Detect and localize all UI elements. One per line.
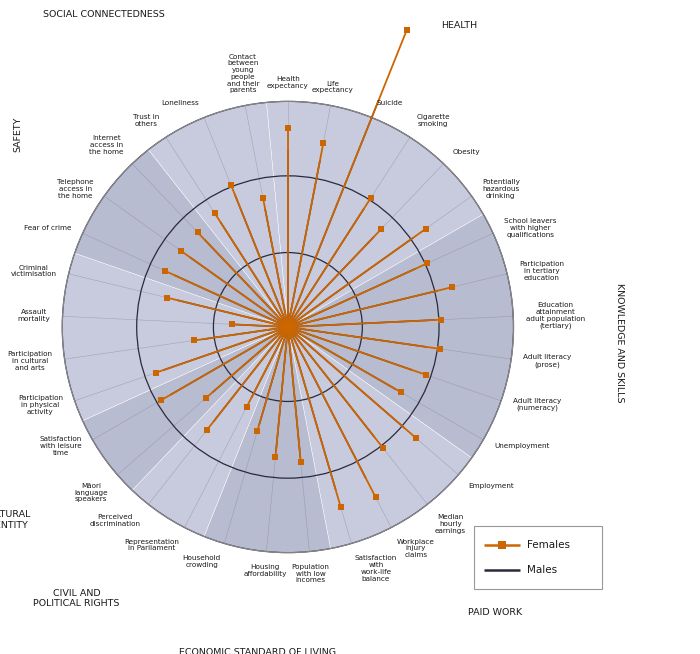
Text: Median
hourly
earnings: Median hourly earnings [435, 514, 466, 534]
Text: Adult literacy
(numeracy): Adult literacy (numeracy) [513, 398, 561, 411]
Text: Perceived
discrimination: Perceived discrimination [90, 514, 141, 527]
Text: School leavers
with higher
qualifications: School leavers with higher qualification… [505, 218, 557, 238]
Text: Contact
between
young
people
and their
parents: Contact between young people and their p… [227, 54, 259, 94]
Text: Internet
access in
the home: Internet access in the home [89, 135, 124, 155]
Text: Satisfaction
with
work-life
balance: Satisfaction with work-life balance [355, 555, 397, 581]
Wedge shape [204, 327, 330, 553]
Text: PAID WORK: PAID WORK [468, 608, 522, 617]
Text: Suicide: Suicide [377, 100, 402, 106]
Text: Workplace
injury
claims: Workplace injury claims [397, 539, 435, 558]
Text: Health
expectancy: Health expectancy [267, 77, 309, 89]
Wedge shape [75, 150, 288, 327]
Text: KNOWLEDGE AND SKILLS: KNOWLEDGE AND SKILLS [615, 283, 624, 402]
Text: Participation
in cultural
and arts: Participation in cultural and arts [7, 351, 52, 371]
Text: Education
attainment
adult population
(tertiary): Education attainment adult population (t… [526, 302, 584, 329]
Text: Fear of crime: Fear of crime [24, 225, 71, 231]
Text: Potentially
hazardous
drinking: Potentially hazardous drinking [482, 179, 519, 199]
Text: Criminal
victimisation: Criminal victimisation [10, 264, 57, 277]
Text: Loneliness: Loneliness [162, 100, 200, 106]
Text: Household
crowding: Household crowding [183, 555, 220, 568]
Text: Adult literacy
(prose): Adult literacy (prose) [524, 354, 572, 368]
Wedge shape [288, 327, 472, 549]
Wedge shape [83, 327, 288, 490]
Text: Cigarette
smoking: Cigarette smoking [416, 114, 450, 127]
Text: Assault
mortality: Assault mortality [18, 309, 50, 322]
Wedge shape [148, 103, 288, 327]
Text: Housing
affordability: Housing affordability [244, 564, 287, 577]
Text: Employment: Employment [468, 483, 514, 489]
Text: Life
expectancy: Life expectancy [312, 80, 354, 94]
Wedge shape [132, 327, 288, 536]
Text: Participation
in physical
activity: Participation in physical activity [18, 395, 63, 415]
Text: Females: Females [526, 540, 570, 550]
Text: CIVIL AND
POLITICAL RIGHTS: CIVIL AND POLITICAL RIGHTS [33, 589, 120, 608]
Text: Trust in
others: Trust in others [133, 114, 159, 127]
Wedge shape [267, 101, 483, 327]
Text: ECONOMIC STANDARD OF LIVING: ECONOMIC STANDARD OF LIVING [178, 648, 336, 654]
Text: Māori
language
speakers: Māori language speakers [74, 483, 108, 502]
Text: Males: Males [526, 565, 556, 575]
Text: Participation
in tertiary
education: Participation in tertiary education [519, 261, 564, 281]
Text: Population
with low
incomes: Population with low incomes [292, 564, 330, 583]
Wedge shape [62, 253, 288, 421]
Text: Representation
in Parliament: Representation in Parliament [124, 539, 178, 551]
Text: SAFETY: SAFETY [13, 117, 22, 152]
FancyBboxPatch shape [475, 526, 602, 589]
Text: CULTURAL
IDENTITY: CULTURAL IDENTITY [0, 510, 31, 530]
Wedge shape [288, 215, 514, 458]
Text: Satisfaction
with leisure
time: Satisfaction with leisure time [39, 436, 82, 456]
Text: SOCIAL CONNECTEDNESS: SOCIAL CONNECTEDNESS [43, 10, 164, 19]
Text: Unemployment: Unemployment [494, 443, 550, 449]
Text: HEALTH: HEALTH [441, 21, 477, 30]
Text: Obesity: Obesity [452, 148, 480, 155]
Text: Telephone
access in
the home: Telephone access in the home [57, 179, 94, 199]
